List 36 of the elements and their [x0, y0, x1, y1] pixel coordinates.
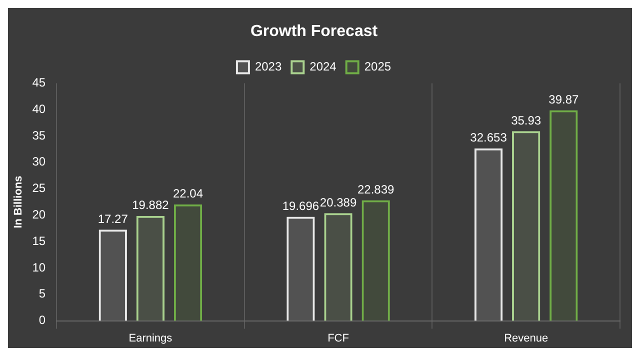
bar	[98, 230, 127, 321]
bar	[512, 131, 540, 321]
x-tick-label: Revenue	[504, 332, 548, 344]
data-label: 22.839	[357, 182, 395, 197]
y-tick-label: 35	[32, 128, 46, 142]
data-label: 19.882	[132, 198, 170, 212]
legend-label: 2025	[364, 60, 392, 74]
y-tick-label: 10	[32, 260, 46, 274]
y-tick-label: 5	[38, 286, 46, 301]
x-tick-label: Earnings	[128, 332, 173, 344]
bar	[362, 200, 390, 321]
y-tick-label: 25	[32, 181, 46, 196]
y-tick-label: 0	[38, 313, 46, 328]
data-label: 35.93	[511, 113, 542, 128]
bar	[550, 110, 578, 321]
bar	[474, 148, 503, 321]
y-tick-label: 30	[32, 154, 46, 169]
y-axis-title: In Billions	[12, 176, 25, 228]
data-label: 22.04	[173, 186, 204, 201]
data-label: 32.653	[470, 130, 508, 145]
data-label: 19.696	[282, 199, 320, 214]
bar	[174, 204, 202, 321]
legend-label: 2024	[310, 60, 337, 74]
y-tick-label: 15	[32, 234, 46, 248]
y-tick-label: 20	[32, 208, 46, 222]
chart-title: Growth Forecast	[250, 23, 378, 40]
data-label: 39.87	[548, 92, 579, 107]
y-tick-label: 45	[32, 76, 46, 90]
x-tick-label: FCF	[328, 332, 350, 344]
bar	[286, 216, 315, 321]
data-label: 20.389	[320, 195, 357, 210]
bar	[136, 216, 165, 321]
data-label: 17.27	[98, 212, 128, 226]
bar	[324, 213, 352, 321]
y-tick-label: 40	[32, 102, 46, 116]
legend-label: 2023	[254, 60, 282, 74]
